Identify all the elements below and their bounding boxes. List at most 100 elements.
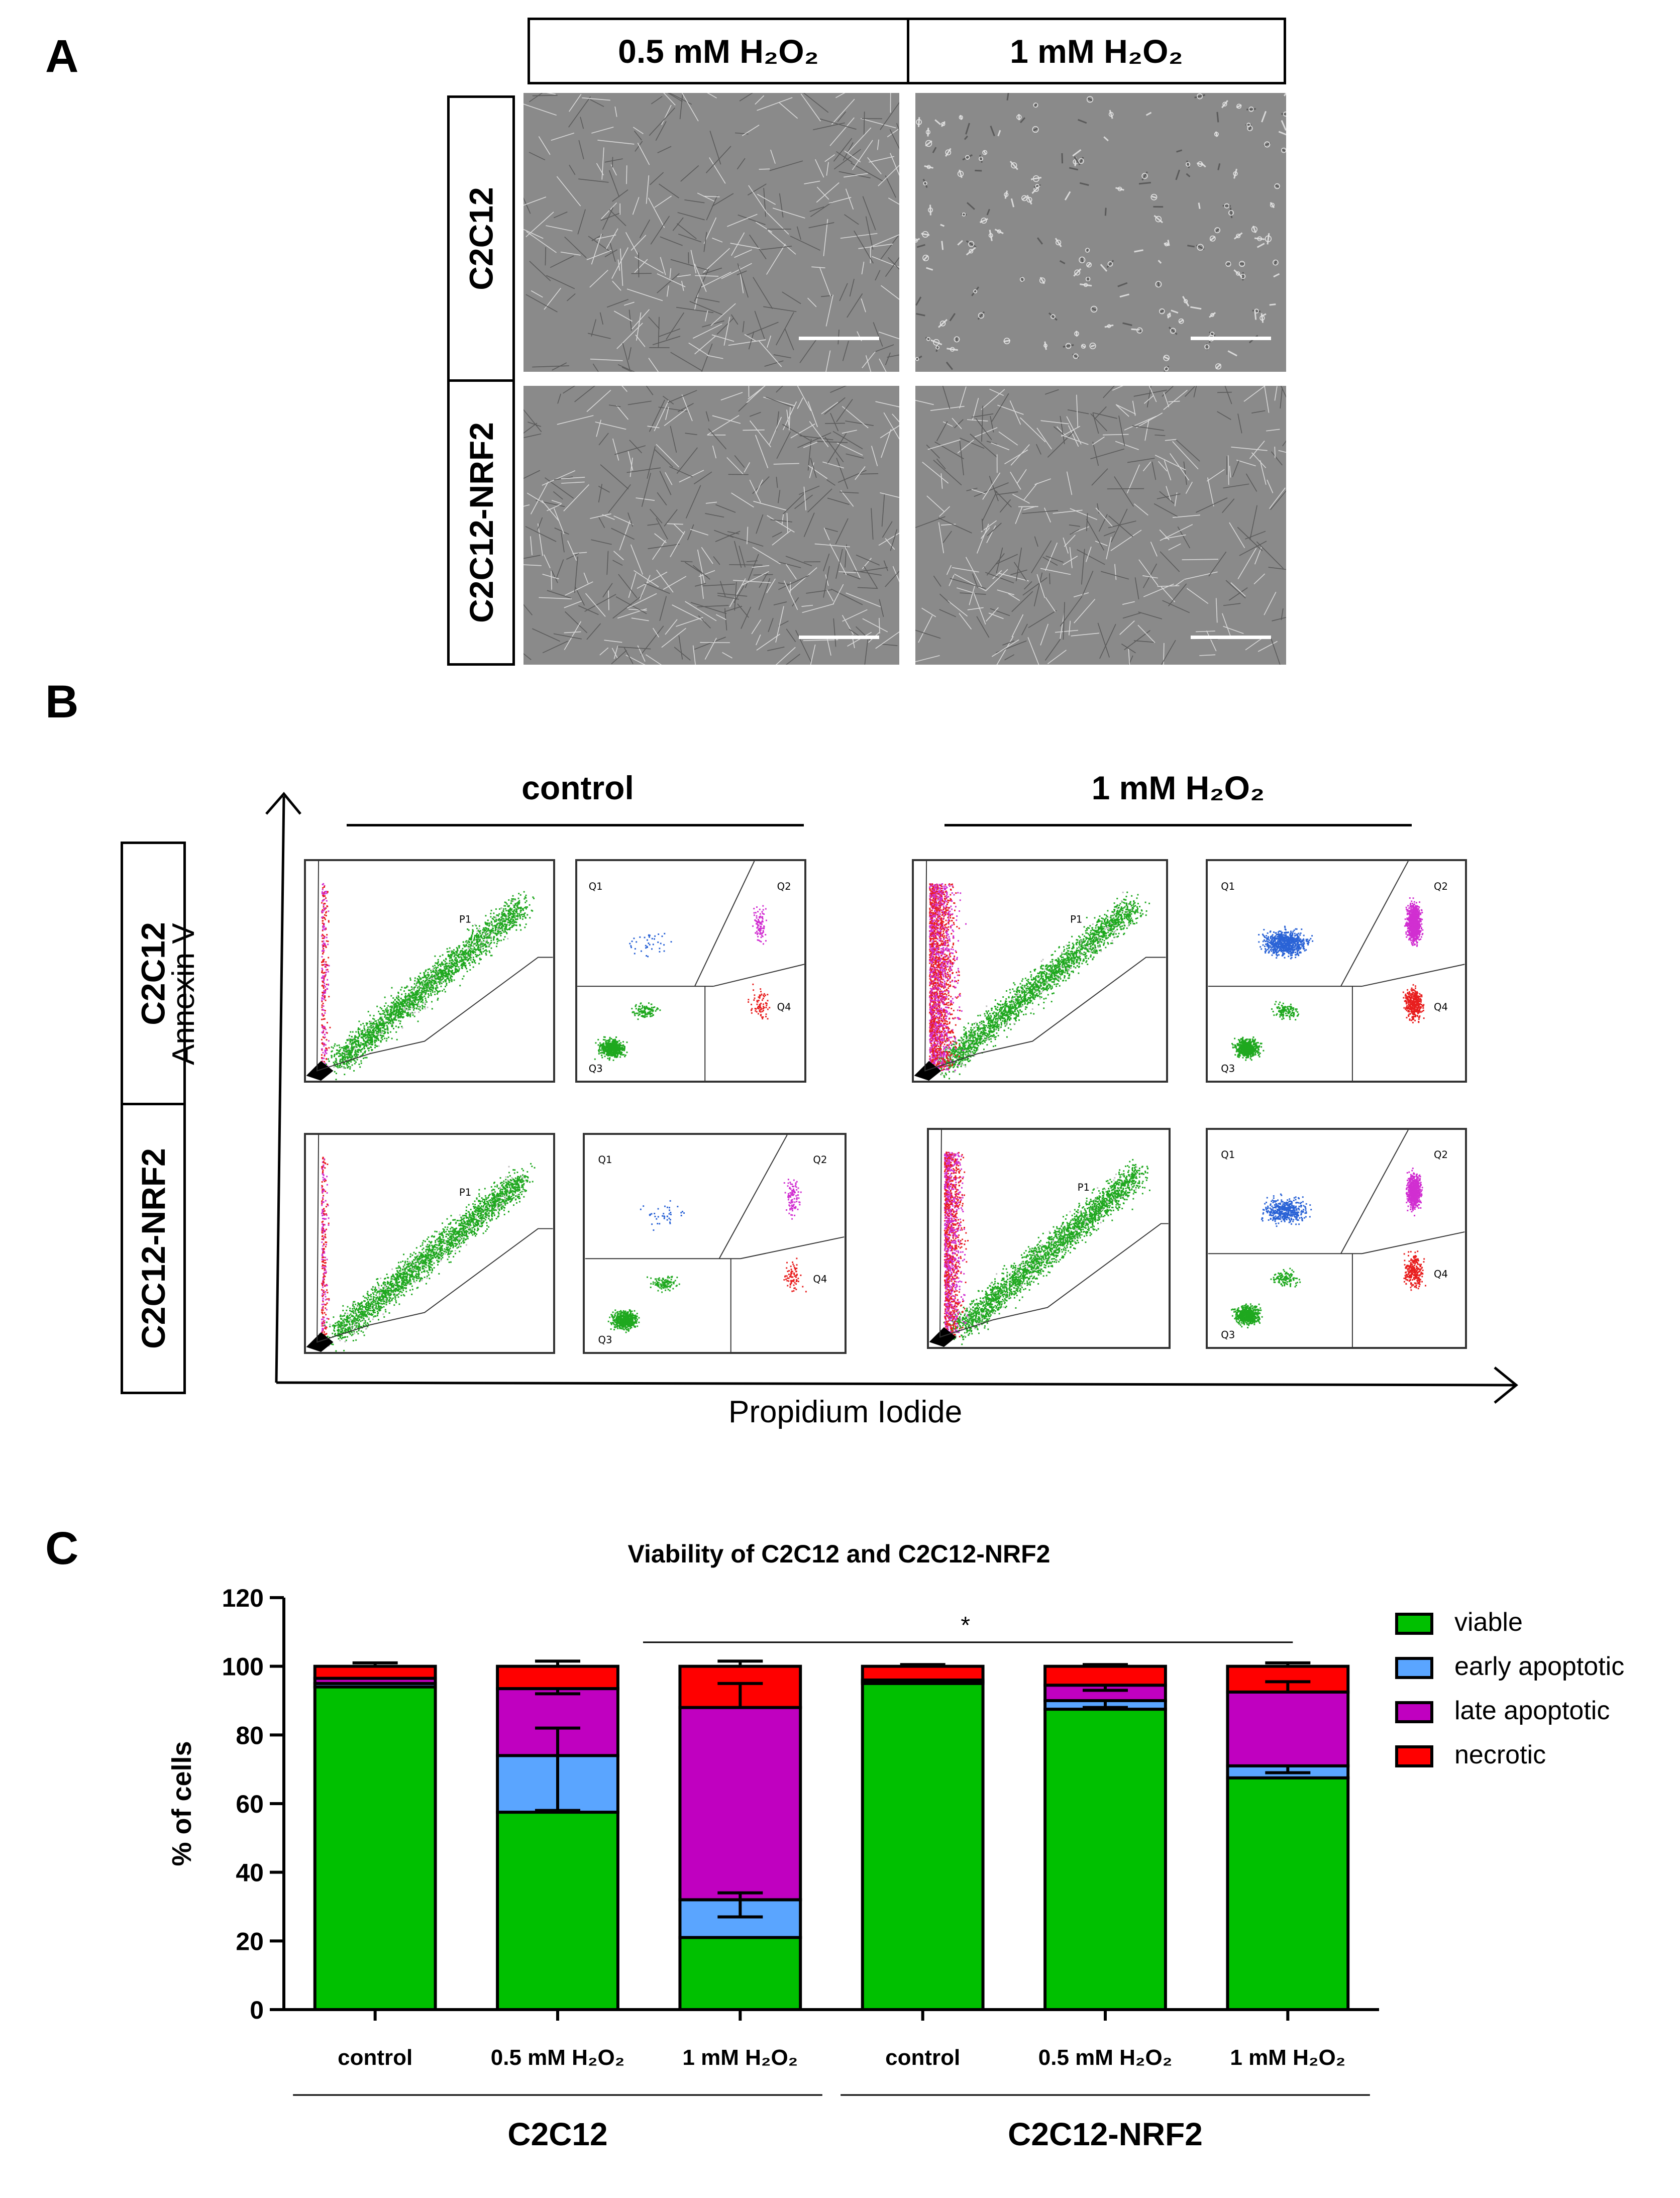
cell-mark <box>634 259 648 273</box>
scatter-dot <box>483 940 485 941</box>
cell-mark <box>797 397 803 409</box>
scatter-dot <box>421 987 423 989</box>
scatter-dot <box>371 1031 372 1033</box>
cell-mark <box>1182 559 1219 560</box>
scatter-dot <box>404 1005 406 1007</box>
scatter-dot <box>360 1050 362 1052</box>
scatter-dot <box>494 926 496 928</box>
scatter-dot <box>383 1021 385 1023</box>
cell-mark <box>709 157 726 184</box>
scatter-dot <box>321 1000 323 1002</box>
scatter-dot <box>399 1006 401 1008</box>
cell-mark <box>998 431 1018 446</box>
scatter-dot <box>520 914 522 916</box>
quadrant-dot <box>614 1038 616 1040</box>
scatter-dot <box>348 1045 350 1048</box>
cell-mark <box>968 241 975 247</box>
cell-mark <box>669 268 672 279</box>
cell-mark <box>994 490 1012 508</box>
scatter-dot <box>505 927 507 929</box>
cell-mark <box>811 266 825 269</box>
cell-mark <box>880 492 899 498</box>
scatter-dot <box>413 1005 415 1007</box>
scatter-dot <box>391 1025 393 1027</box>
cell-mark <box>947 348 959 351</box>
scatter-dot <box>396 1011 398 1013</box>
scatter-dot <box>478 946 479 948</box>
scatter-dot <box>415 1007 417 1009</box>
scatter-dot <box>502 913 504 915</box>
quadrant-dot <box>642 1006 644 1008</box>
cell-mark <box>1103 531 1115 537</box>
scatter-dot <box>499 923 501 925</box>
cell-mark <box>916 119 922 125</box>
scatter-dot <box>346 1044 348 1046</box>
cell-mark <box>756 634 761 646</box>
cell-mark <box>639 219 651 238</box>
scatter-dot <box>509 920 511 922</box>
quadrant-dot <box>648 934 650 936</box>
cell-mark <box>969 249 974 254</box>
scatter-dot <box>354 1054 356 1056</box>
scatter-dot <box>400 1010 402 1012</box>
cell-mark <box>947 600 968 617</box>
cell-mark <box>974 482 1009 497</box>
cell-mark <box>747 527 749 545</box>
quadrant-dot <box>623 1054 625 1056</box>
scatter-dot <box>325 972 327 974</box>
panel-b-y-axis-line <box>275 796 285 1383</box>
cell-mark <box>1141 173 1148 179</box>
cell-mark <box>1264 386 1270 413</box>
scatter-dot <box>323 986 325 988</box>
cell-mark <box>1078 157 1084 165</box>
scatter-dot <box>384 1028 386 1030</box>
scatter-dot <box>430 970 432 972</box>
scatter-dot <box>454 971 456 973</box>
scatter-dot <box>326 892 328 894</box>
cell-mark <box>523 196 547 206</box>
cell-mark <box>824 437 844 463</box>
scatter-dot <box>475 954 476 956</box>
cell-mark <box>935 345 940 350</box>
cell-mark <box>833 138 853 162</box>
cell-mark <box>835 93 846 98</box>
cell-mark <box>550 255 574 268</box>
cell-mark <box>845 188 854 210</box>
cell-mark <box>1095 507 1113 527</box>
cell-mark <box>797 432 831 448</box>
scatter-dot <box>496 940 498 943</box>
cell-mark <box>942 421 953 427</box>
scatter-dot <box>329 1026 331 1028</box>
cell-mark <box>637 143 650 165</box>
scatter-dot <box>517 904 519 906</box>
scatter-dot <box>354 1035 356 1037</box>
scatter-dot <box>376 1034 378 1036</box>
scatter-dot <box>411 991 413 993</box>
scatter-dot <box>433 975 435 977</box>
quadrant-dot <box>644 1010 646 1012</box>
scatter-dot <box>479 950 481 952</box>
scatter-dot <box>382 1010 384 1012</box>
cell-mark <box>1079 182 1089 186</box>
scatter-dot <box>360 1044 362 1046</box>
scatter-dot <box>342 1060 344 1062</box>
quadrant-dot <box>614 1039 616 1041</box>
cell-mark <box>799 435 833 441</box>
scatter-dot <box>322 944 324 946</box>
scatter-dot <box>423 986 425 988</box>
cell-mark <box>1020 117 1026 124</box>
cell-mark <box>865 216 874 250</box>
scatter-dot <box>482 948 484 950</box>
scatter-dot <box>408 989 410 991</box>
cell-mark <box>792 597 799 607</box>
scatter-dot <box>398 1005 400 1007</box>
scatter-dot <box>504 914 506 916</box>
scatter-dot <box>328 1047 330 1049</box>
scatter-dot <box>493 942 495 944</box>
cell-mark <box>770 149 776 164</box>
cell-mark <box>1073 592 1089 598</box>
scatter-dot <box>328 921 330 923</box>
quadrant-dot <box>608 1055 610 1057</box>
cell-mark <box>1225 261 1231 267</box>
cell-mark <box>551 570 558 583</box>
